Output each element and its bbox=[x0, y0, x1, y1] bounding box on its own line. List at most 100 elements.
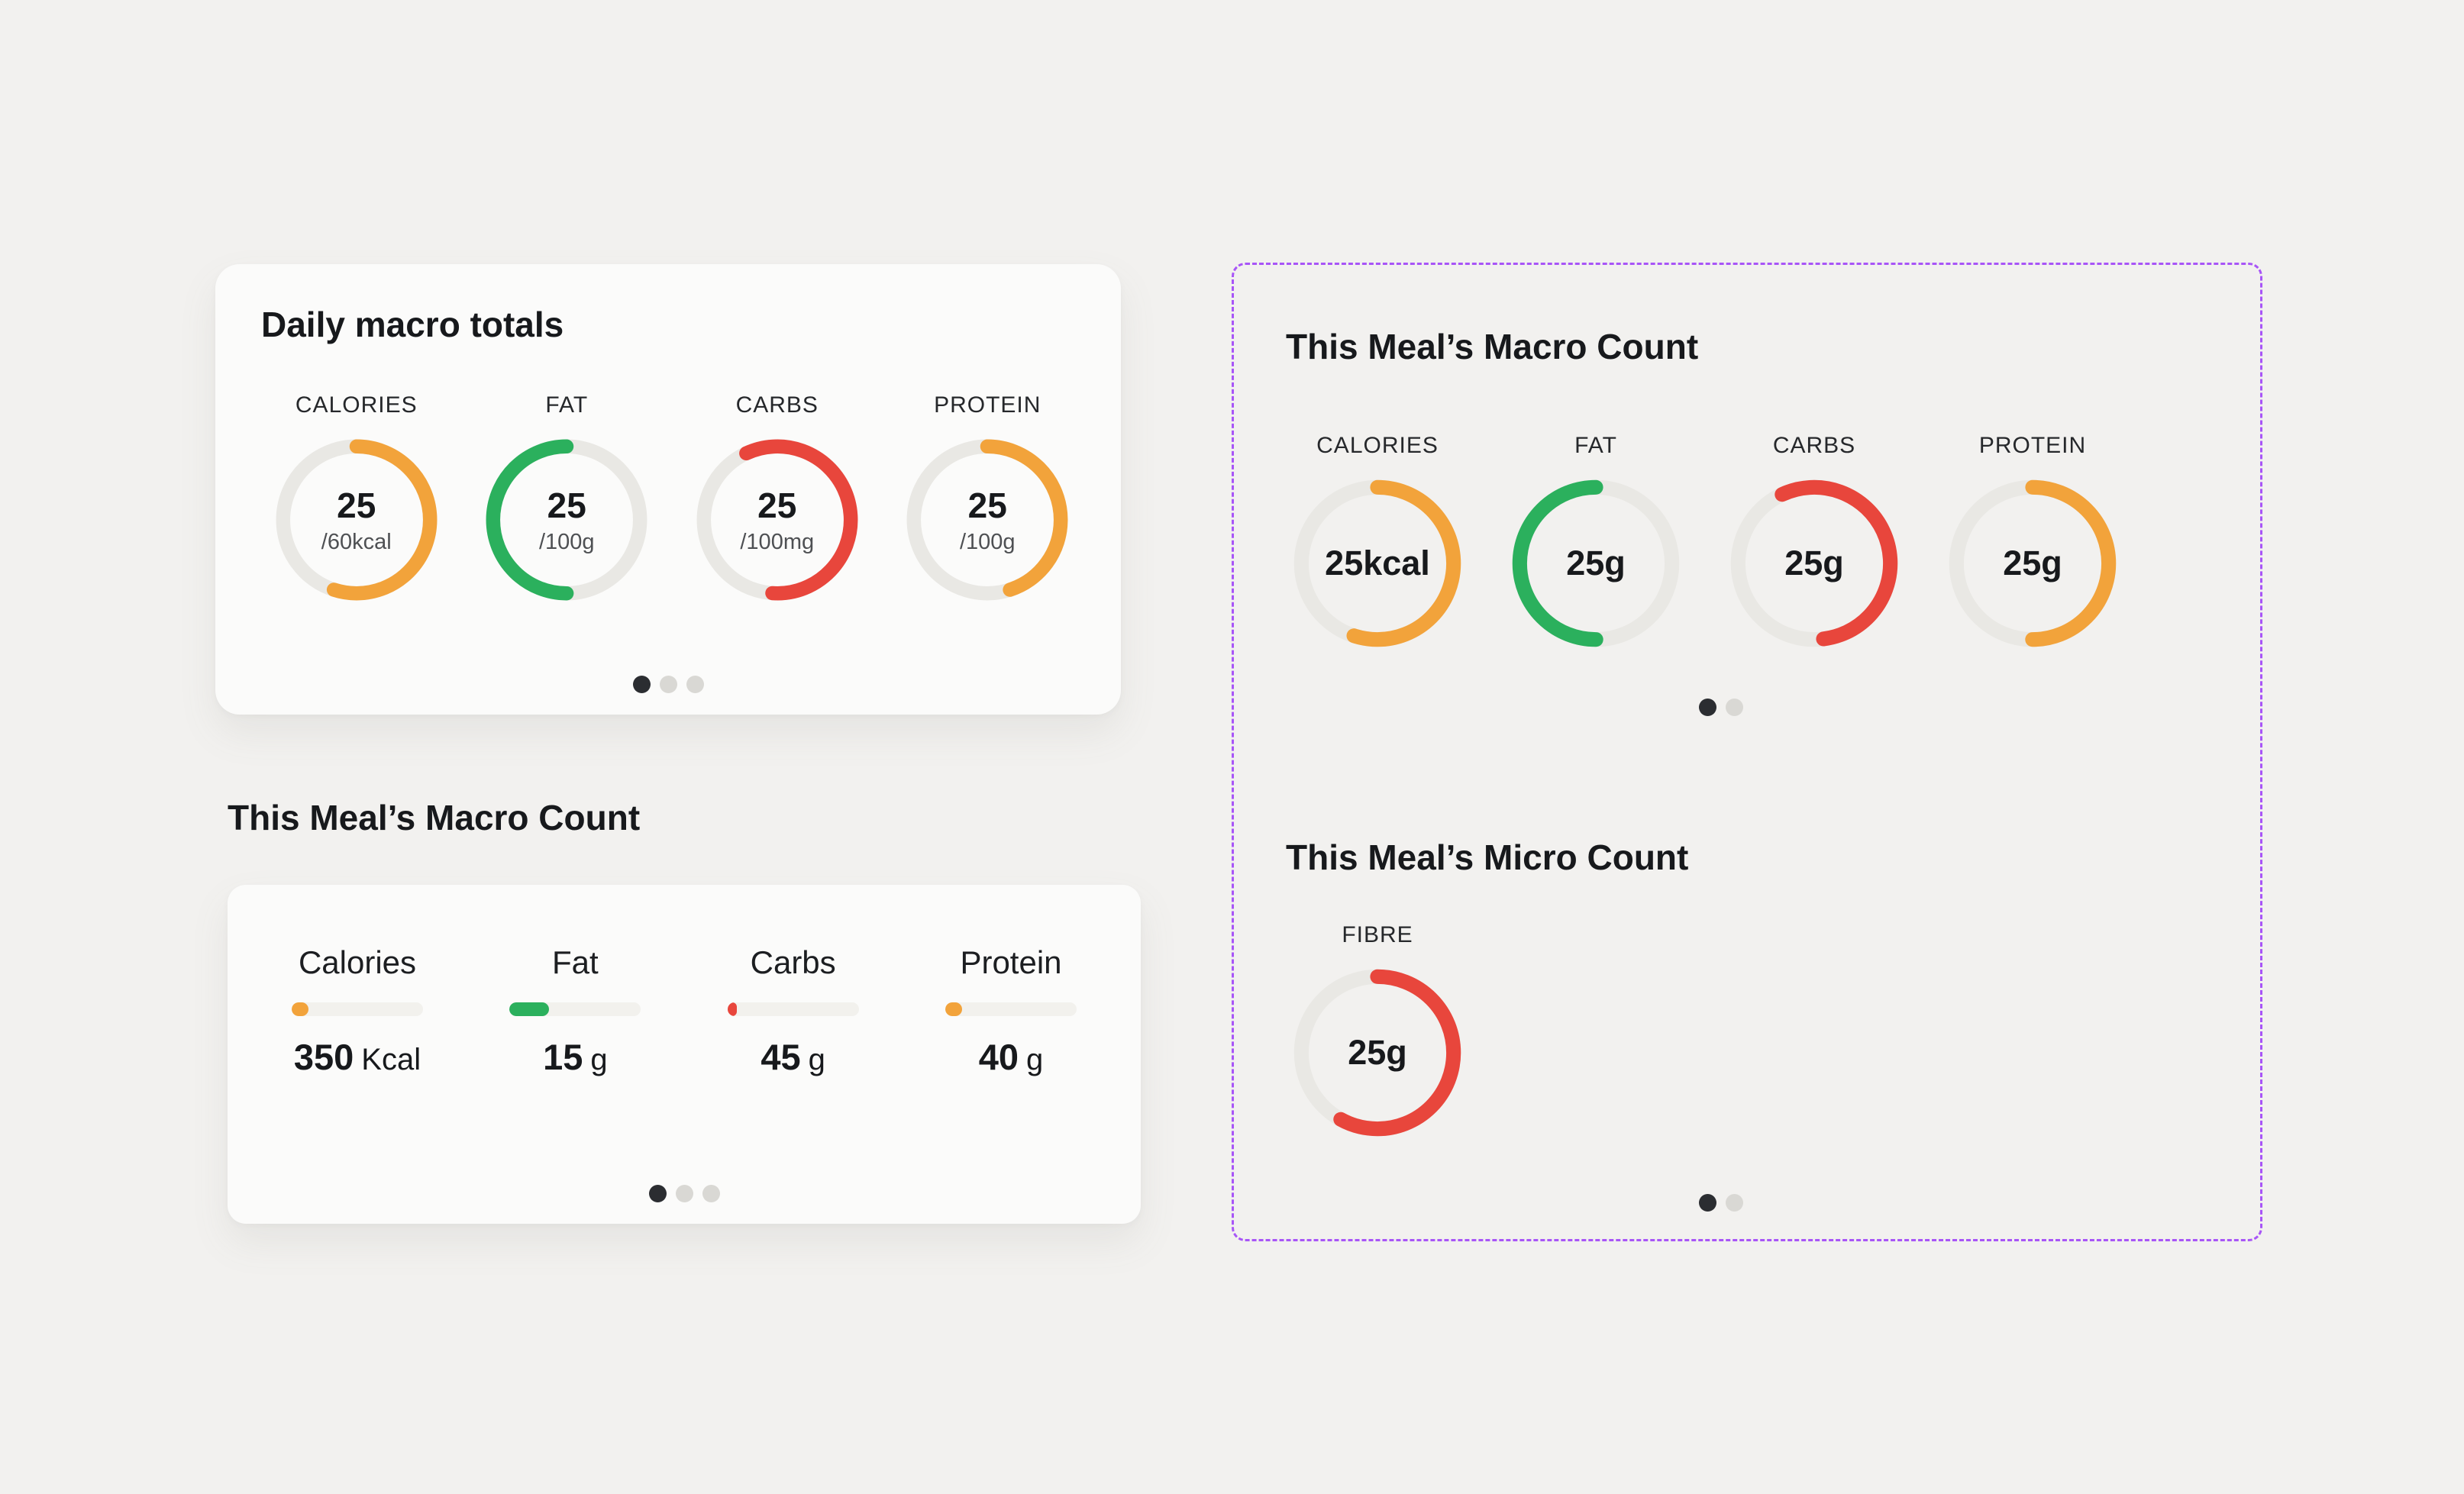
ring-center-text: 25kcal bbox=[1290, 476, 1465, 651]
ring-label-fat: FAT bbox=[545, 392, 589, 418]
ring-arc-icon bbox=[276, 439, 438, 601]
progress-bar-fill bbox=[727, 1002, 737, 1016]
panel-micro-rings: FIBRE 25g bbox=[1286, 922, 2260, 1141]
ring-value: 25g bbox=[2003, 544, 2062, 582]
panel-micro-title: This Meal’s Micro Count bbox=[1286, 837, 1689, 877]
ring-target: /100g bbox=[538, 530, 595, 554]
ring-arc-icon bbox=[486, 439, 647, 601]
meal-macro-card: Calories 350 Kcal Fat 15 g Carbs 45 g Protein 40 g bbox=[228, 885, 1141, 1224]
ring-item-fat: FAT 25/100g bbox=[480, 392, 655, 605]
progress-ring-protein: 25g bbox=[1945, 476, 2120, 651]
macro-value-carbs: 45 g bbox=[761, 1036, 825, 1078]
progress-ring-fat: 25/100g bbox=[482, 435, 651, 605]
pagination-dot-1[interactable] bbox=[1699, 1194, 1716, 1212]
progress-bar-fill bbox=[509, 1002, 549, 1016]
daily-pagination-dots bbox=[215, 676, 1121, 693]
ring-item-protein: PROTEIN 25g bbox=[1941, 433, 2124, 651]
progress-bar-fill bbox=[292, 1002, 309, 1016]
pagination-dot-3[interactable] bbox=[686, 676, 704, 693]
ring-value: 25 bbox=[757, 486, 797, 525]
progress-ring-carbs: 25/100mg bbox=[693, 435, 862, 605]
progress-bar-calories bbox=[292, 1002, 423, 1016]
ring-center-text: 25g bbox=[1290, 965, 1465, 1141]
progress-bar-fill bbox=[945, 1002, 963, 1016]
meal-macro-columns: Calories 350 Kcal Fat 15 g Carbs 45 g Protein 40 g bbox=[276, 944, 1092, 1078]
progress-ring-fibre: 25g bbox=[1290, 965, 1465, 1141]
ring-item-calories: CALORIES 25kcal bbox=[1286, 433, 1469, 651]
ring-target: /60kcal bbox=[321, 530, 392, 554]
pagination-dot-2[interactable] bbox=[659, 676, 677, 693]
pagination-dot-1[interactable] bbox=[1699, 699, 1716, 716]
ring-item-fat: FAT 25g bbox=[1504, 433, 1687, 651]
meal-pagination-dots bbox=[228, 1185, 1141, 1202]
ring-arc-icon bbox=[1512, 479, 1680, 647]
macro-column-carbs: Carbs 45 g bbox=[712, 944, 874, 1078]
meal-macro-heading: This Meal’s Macro Count bbox=[228, 798, 641, 837]
pagination-dot-2[interactable] bbox=[1726, 1194, 1743, 1212]
ring-label-fibre: FIBRE bbox=[1342, 922, 1413, 947]
ring-center-text: 25/60kcal bbox=[272, 435, 441, 605]
macro-label-protein: Protein bbox=[960, 944, 1062, 980]
ring-label-protein: PROTEIN bbox=[1978, 433, 2087, 458]
ring-center-text: 25g bbox=[1726, 476, 1902, 651]
macro-column-calories: Calories 350 Kcal bbox=[276, 944, 438, 1078]
ring-item-carbs: CARBS 25g bbox=[1723, 433, 1906, 651]
ring-arc-icon bbox=[1949, 479, 2117, 647]
progress-ring-protein: 25/100g bbox=[903, 435, 1072, 605]
macro-label-calories: Calories bbox=[298, 944, 417, 980]
ring-center-text: 25/100g bbox=[482, 435, 651, 605]
macro-label-carbs: Carbs bbox=[750, 944, 836, 980]
ring-label-carbs: CARBS bbox=[1772, 433, 1856, 458]
macro-column-protein: Protein 40 g bbox=[930, 944, 1092, 1078]
pagination-dot-1[interactable] bbox=[648, 1185, 667, 1202]
pagination-dot-2[interactable] bbox=[675, 1185, 693, 1202]
ring-item-protein: PROTEIN 25/100g bbox=[900, 392, 1076, 605]
ring-value: 25g bbox=[1784, 544, 1844, 582]
macro-amount: 40 bbox=[978, 1037, 1019, 1077]
panel-macro-title: This Meal’s Macro Count bbox=[1286, 327, 1699, 366]
pagination-dot-3[interactable] bbox=[702, 1185, 720, 1202]
daily-macro-title: Daily macro totals bbox=[261, 305, 564, 344]
ring-center-text: 25/100g bbox=[903, 435, 1072, 605]
macro-unit: g bbox=[808, 1043, 825, 1076]
ring-label-protein: PROTEIN bbox=[934, 392, 1041, 418]
ring-arc-icon bbox=[1293, 479, 1461, 647]
macro-amount: 15 bbox=[543, 1037, 583, 1077]
ring-item-carbs: CARBS 25/100mg bbox=[689, 392, 865, 605]
progress-ring-calories: 25/60kcal bbox=[272, 435, 441, 605]
macro-column-fat: Fat 15 g bbox=[494, 944, 656, 1078]
daily-macro-totals-card: Daily macro totals CALORIES 25/60kcal FAT 2… bbox=[215, 264, 1121, 715]
macro-amount: 350 bbox=[293, 1037, 354, 1077]
macro-unit: g bbox=[1026, 1043, 1044, 1076]
ring-label-fat: FAT bbox=[1574, 433, 1617, 458]
ring-arc-icon bbox=[1730, 479, 1898, 647]
ring-item-fibre: FIBRE 25g bbox=[1286, 922, 1469, 1141]
ring-arc-icon bbox=[906, 439, 1068, 601]
macro-value-protein: 40 g bbox=[979, 1036, 1044, 1078]
progress-ring-carbs: 25g bbox=[1726, 476, 1902, 651]
progress-bar-carbs bbox=[727, 1002, 859, 1016]
ring-label-carbs: CARBS bbox=[735, 392, 819, 418]
ring-value: 25 bbox=[967, 486, 1007, 525]
meal-panel: This Meal’s Macro Count CALORIES 25kcal FA… bbox=[1232, 263, 2262, 1241]
progress-ring-calories: 25kcal bbox=[1290, 476, 1465, 651]
progress-bar-protein bbox=[945, 1002, 1077, 1016]
ring-value: 25 bbox=[337, 486, 376, 525]
macro-unit: Kcal bbox=[361, 1043, 421, 1076]
ring-center-text: 25/100mg bbox=[693, 435, 862, 605]
ring-center-text: 25g bbox=[1945, 476, 2120, 651]
progress-bar-fat bbox=[509, 1002, 641, 1016]
ring-label-calories: CALORIES bbox=[295, 392, 418, 418]
panel-macro-dots bbox=[1286, 699, 2156, 716]
ring-center-text: 25g bbox=[1508, 476, 1684, 651]
ring-item-calories: CALORIES 25/60kcal bbox=[269, 392, 444, 605]
ring-value: 25g bbox=[1566, 544, 1626, 582]
ring-value: 25kcal bbox=[1325, 544, 1430, 582]
ring-target: /100g bbox=[959, 530, 1016, 554]
macro-label-fat: Fat bbox=[551, 944, 599, 980]
pagination-dot-1[interactable] bbox=[632, 676, 651, 693]
pagination-dot-2[interactable] bbox=[1726, 699, 1743, 716]
macro-unit: g bbox=[590, 1043, 608, 1076]
daily-rings-row: CALORIES 25/60kcal FAT 25/100g CARBS 25/100mg… bbox=[261, 392, 1075, 605]
